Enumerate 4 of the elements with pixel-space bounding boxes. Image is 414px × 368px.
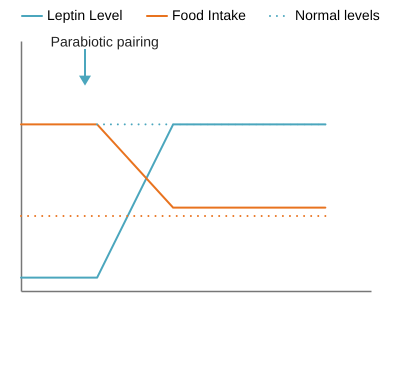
legend-label: Food Intake xyxy=(172,7,246,23)
legend-label: Normal levels xyxy=(295,7,380,23)
legend-label: Leptin Level xyxy=(47,7,123,23)
text: Parabiotic pairing xyxy=(50,33,159,50)
